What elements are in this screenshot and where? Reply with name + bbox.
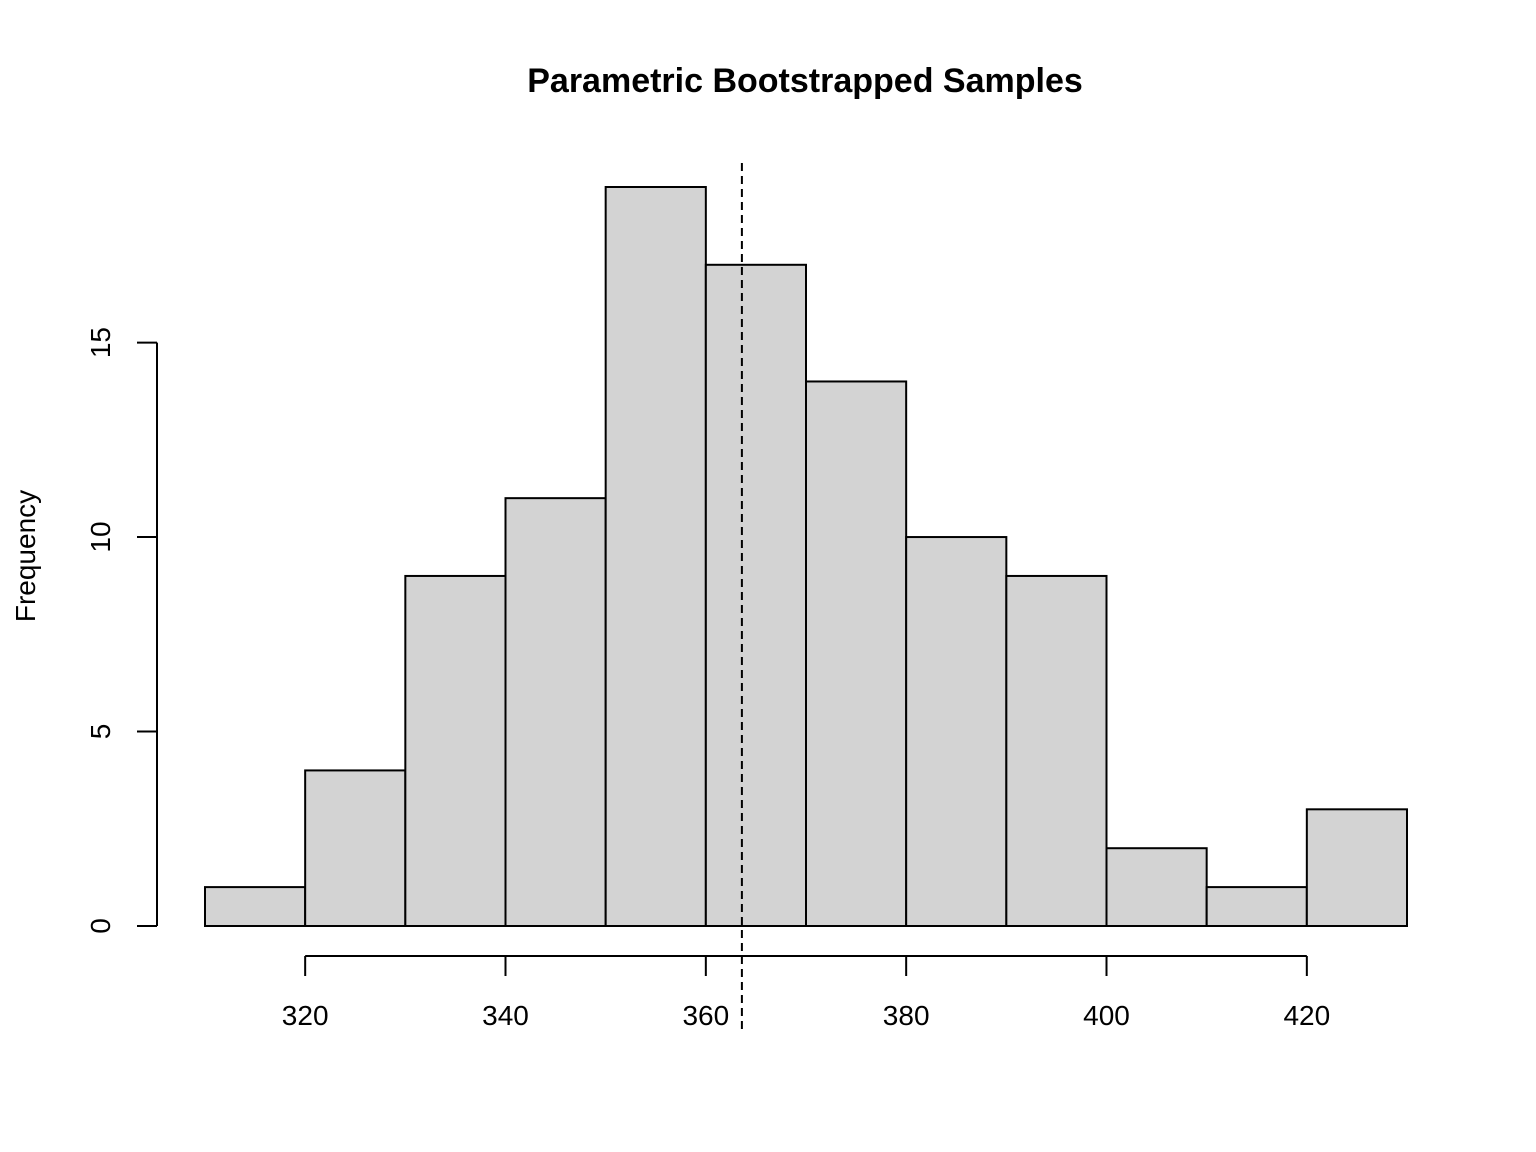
histogram-bar-11 (1305, 808, 1409, 928)
y-tick-label-2: 10 (85, 521, 116, 552)
histogram-bar-9 (1105, 847, 1208, 927)
histogram-bar-8 (1005, 574, 1108, 928)
x-tick-label-4: 400 (1083, 1000, 1130, 1031)
bars-group (204, 186, 1409, 928)
y-axis: 0 5 10 15 (85, 327, 158, 934)
histogram-bar-4 (604, 186, 707, 927)
histogram-bar-3 (504, 497, 607, 927)
histogram-bar-5 (704, 263, 807, 927)
x-axis: 320 340 360 380 400 420 (282, 955, 1330, 1031)
histogram-bar-0 (204, 886, 307, 928)
x-tick-label-1: 340 (482, 1000, 529, 1031)
x-tick-label-0: 320 (282, 1000, 329, 1031)
y-tick-label-0: 0 (85, 918, 116, 934)
histogram-bar-7 (905, 536, 1008, 927)
histogram-bar-2 (404, 574, 507, 928)
y-tick-label-3: 15 (85, 327, 116, 358)
y-axis-label: Frequency (10, 490, 41, 622)
x-tick-label-2: 360 (682, 1000, 729, 1031)
histogram-bar-10 (1205, 886, 1308, 928)
x-tick-label-3: 380 (883, 1000, 930, 1031)
histogram-bar-1 (304, 769, 407, 928)
chart-title: Parametric Bootstrapped Samples (527, 62, 1083, 100)
x-tick-label-5: 420 (1283, 1000, 1330, 1031)
y-tick-label-1: 5 (85, 724, 116, 740)
histogram-bar-6 (805, 380, 908, 927)
